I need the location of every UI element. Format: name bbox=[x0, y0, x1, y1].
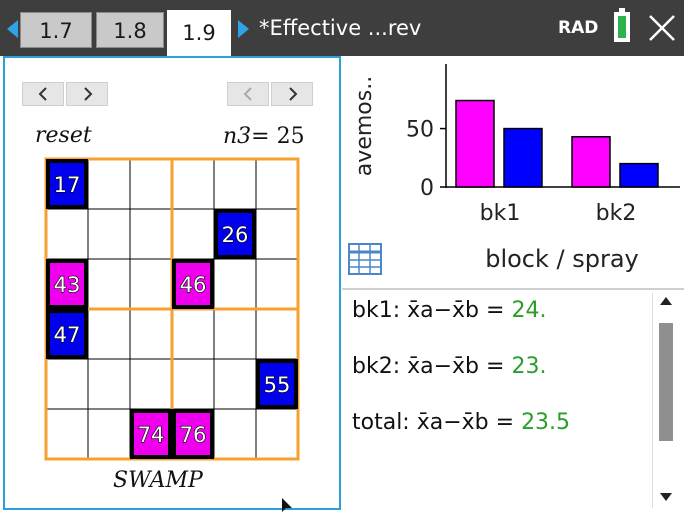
tab-1-9[interactable]: 1.9 bbox=[167, 10, 231, 56]
calc-result: 23.5 bbox=[521, 410, 571, 435]
previous-tab-arrow-icon[interactable] bbox=[7, 20, 18, 38]
n3-equals: = bbox=[251, 124, 277, 149]
chevron-icons-right bbox=[243, 87, 298, 101]
table-icon[interactable] bbox=[348, 243, 382, 275]
n3-variable: n3 bbox=[223, 124, 252, 149]
scroll-thumb[interactable] bbox=[659, 323, 673, 441]
plot-cell-number: 46 bbox=[180, 273, 207, 297]
right-stepper-increment-button[interactable] bbox=[271, 82, 313, 106]
plot-cell[interactable]: 26 bbox=[214, 209, 256, 259]
left-stepper bbox=[22, 82, 112, 106]
document-title: *Effective ...rev bbox=[259, 16, 422, 40]
bar-bk1-series-1[interactable] bbox=[503, 127, 543, 188]
y-tick-label: 50 bbox=[406, 118, 434, 143]
y-tick-label: 0 bbox=[420, 176, 434, 201]
plot-cell-number: 43 bbox=[54, 273, 81, 297]
chevron-icons bbox=[38, 87, 93, 101]
left-stepper-decrement-button[interactable] bbox=[22, 82, 64, 106]
right-stepper-decrement-button[interactable] bbox=[227, 82, 269, 106]
top-bar: 1.7 1.8 1.9 *Effective ...rev RAD bbox=[0, 0, 684, 56]
calculator-scrollbar[interactable] bbox=[652, 293, 683, 508]
n3-value: 25 bbox=[276, 124, 305, 149]
bar-bk2-series-1[interactable] bbox=[619, 162, 659, 188]
bar-bk2-series-0[interactable] bbox=[571, 136, 611, 188]
calc-expression: total: x̄a−x̄b = bbox=[352, 410, 522, 435]
x-tick-label: bk1 bbox=[480, 201, 521, 226]
plot-cell[interactable]: 55 bbox=[256, 359, 298, 409]
plot-cell-number: 76 bbox=[180, 423, 207, 447]
calc-line-bk1[interactable]: bk1: x̄a−x̄b = 24. bbox=[352, 298, 546, 323]
plot-cell-number: 74 bbox=[138, 423, 165, 447]
y-axis-label: avemos.. bbox=[352, 76, 377, 176]
plot-cell[interactable]: 17 bbox=[46, 159, 88, 209]
n3-readout: n3= 25 bbox=[223, 124, 305, 149]
plot-cell-number: 55 bbox=[264, 373, 291, 397]
panel-divider bbox=[342, 288, 684, 290]
bar-chart: 50 0 avemos.. bk1 bk2 block / spray bbox=[348, 64, 680, 275]
tab-1-7[interactable]: 1.7 bbox=[20, 12, 92, 48]
calculator-panel: bk1: x̄a−x̄b = 24. bk2: x̄a−x̄b = 23. to… bbox=[342, 290, 684, 512]
left-stepper-increment-button[interactable] bbox=[66, 82, 108, 106]
field-grid[interactable]: 17 26 43 46 47 55 74 76 bbox=[5, 58, 339, 508]
plot-cell[interactable]: 43 bbox=[46, 259, 88, 309]
reset-button[interactable]: reset bbox=[35, 123, 92, 148]
calc-line-total[interactable]: total: x̄a−x̄b = 23.5 bbox=[352, 410, 570, 435]
calc-result: 23. bbox=[511, 354, 547, 379]
plot-cell-number: 47 bbox=[54, 323, 81, 347]
swamp-label: SWAMP bbox=[113, 468, 203, 493]
mouse-cursor-icon bbox=[282, 498, 292, 512]
close-icon[interactable] bbox=[647, 13, 677, 43]
bar-bk1-series-0[interactable] bbox=[455, 99, 495, 188]
scroll-arrows-icon bbox=[660, 297, 672, 501]
plot-cell-number: 26 bbox=[222, 223, 249, 247]
calc-line-bk2[interactable]: bk2: x̄a−x̄b = 23. bbox=[352, 354, 546, 379]
plot-cell[interactable]: 47 bbox=[46, 309, 88, 359]
calc-expression: bk2: x̄a−x̄b = bbox=[352, 354, 512, 379]
tab-1-8[interactable]: 1.8 bbox=[96, 12, 164, 48]
x-axis-label: block / spray bbox=[485, 245, 639, 273]
plot-cell[interactable]: 76 bbox=[172, 409, 214, 459]
calc-expression: bk1: x̄a−x̄b = bbox=[352, 298, 512, 323]
battery-icon bbox=[614, 8, 630, 42]
calc-result: 24. bbox=[511, 298, 547, 323]
angle-mode-indicator: RAD bbox=[558, 18, 599, 38]
x-tick-label: bk2 bbox=[596, 201, 637, 226]
next-tab-arrow-icon[interactable] bbox=[238, 20, 249, 38]
simulation-panel: reset n3= 25 17 26 43 46 47 55 74 76 SWAMP bbox=[3, 56, 341, 510]
bar-chart-panel: 50 0 avemos.. bk1 bk2 block / spray bbox=[342, 56, 684, 288]
plot-cell[interactable]: 74 bbox=[130, 409, 172, 459]
right-stepper bbox=[227, 82, 317, 106]
plot-cell[interactable]: 46 bbox=[172, 259, 214, 309]
plot-cell-number: 17 bbox=[54, 173, 81, 197]
